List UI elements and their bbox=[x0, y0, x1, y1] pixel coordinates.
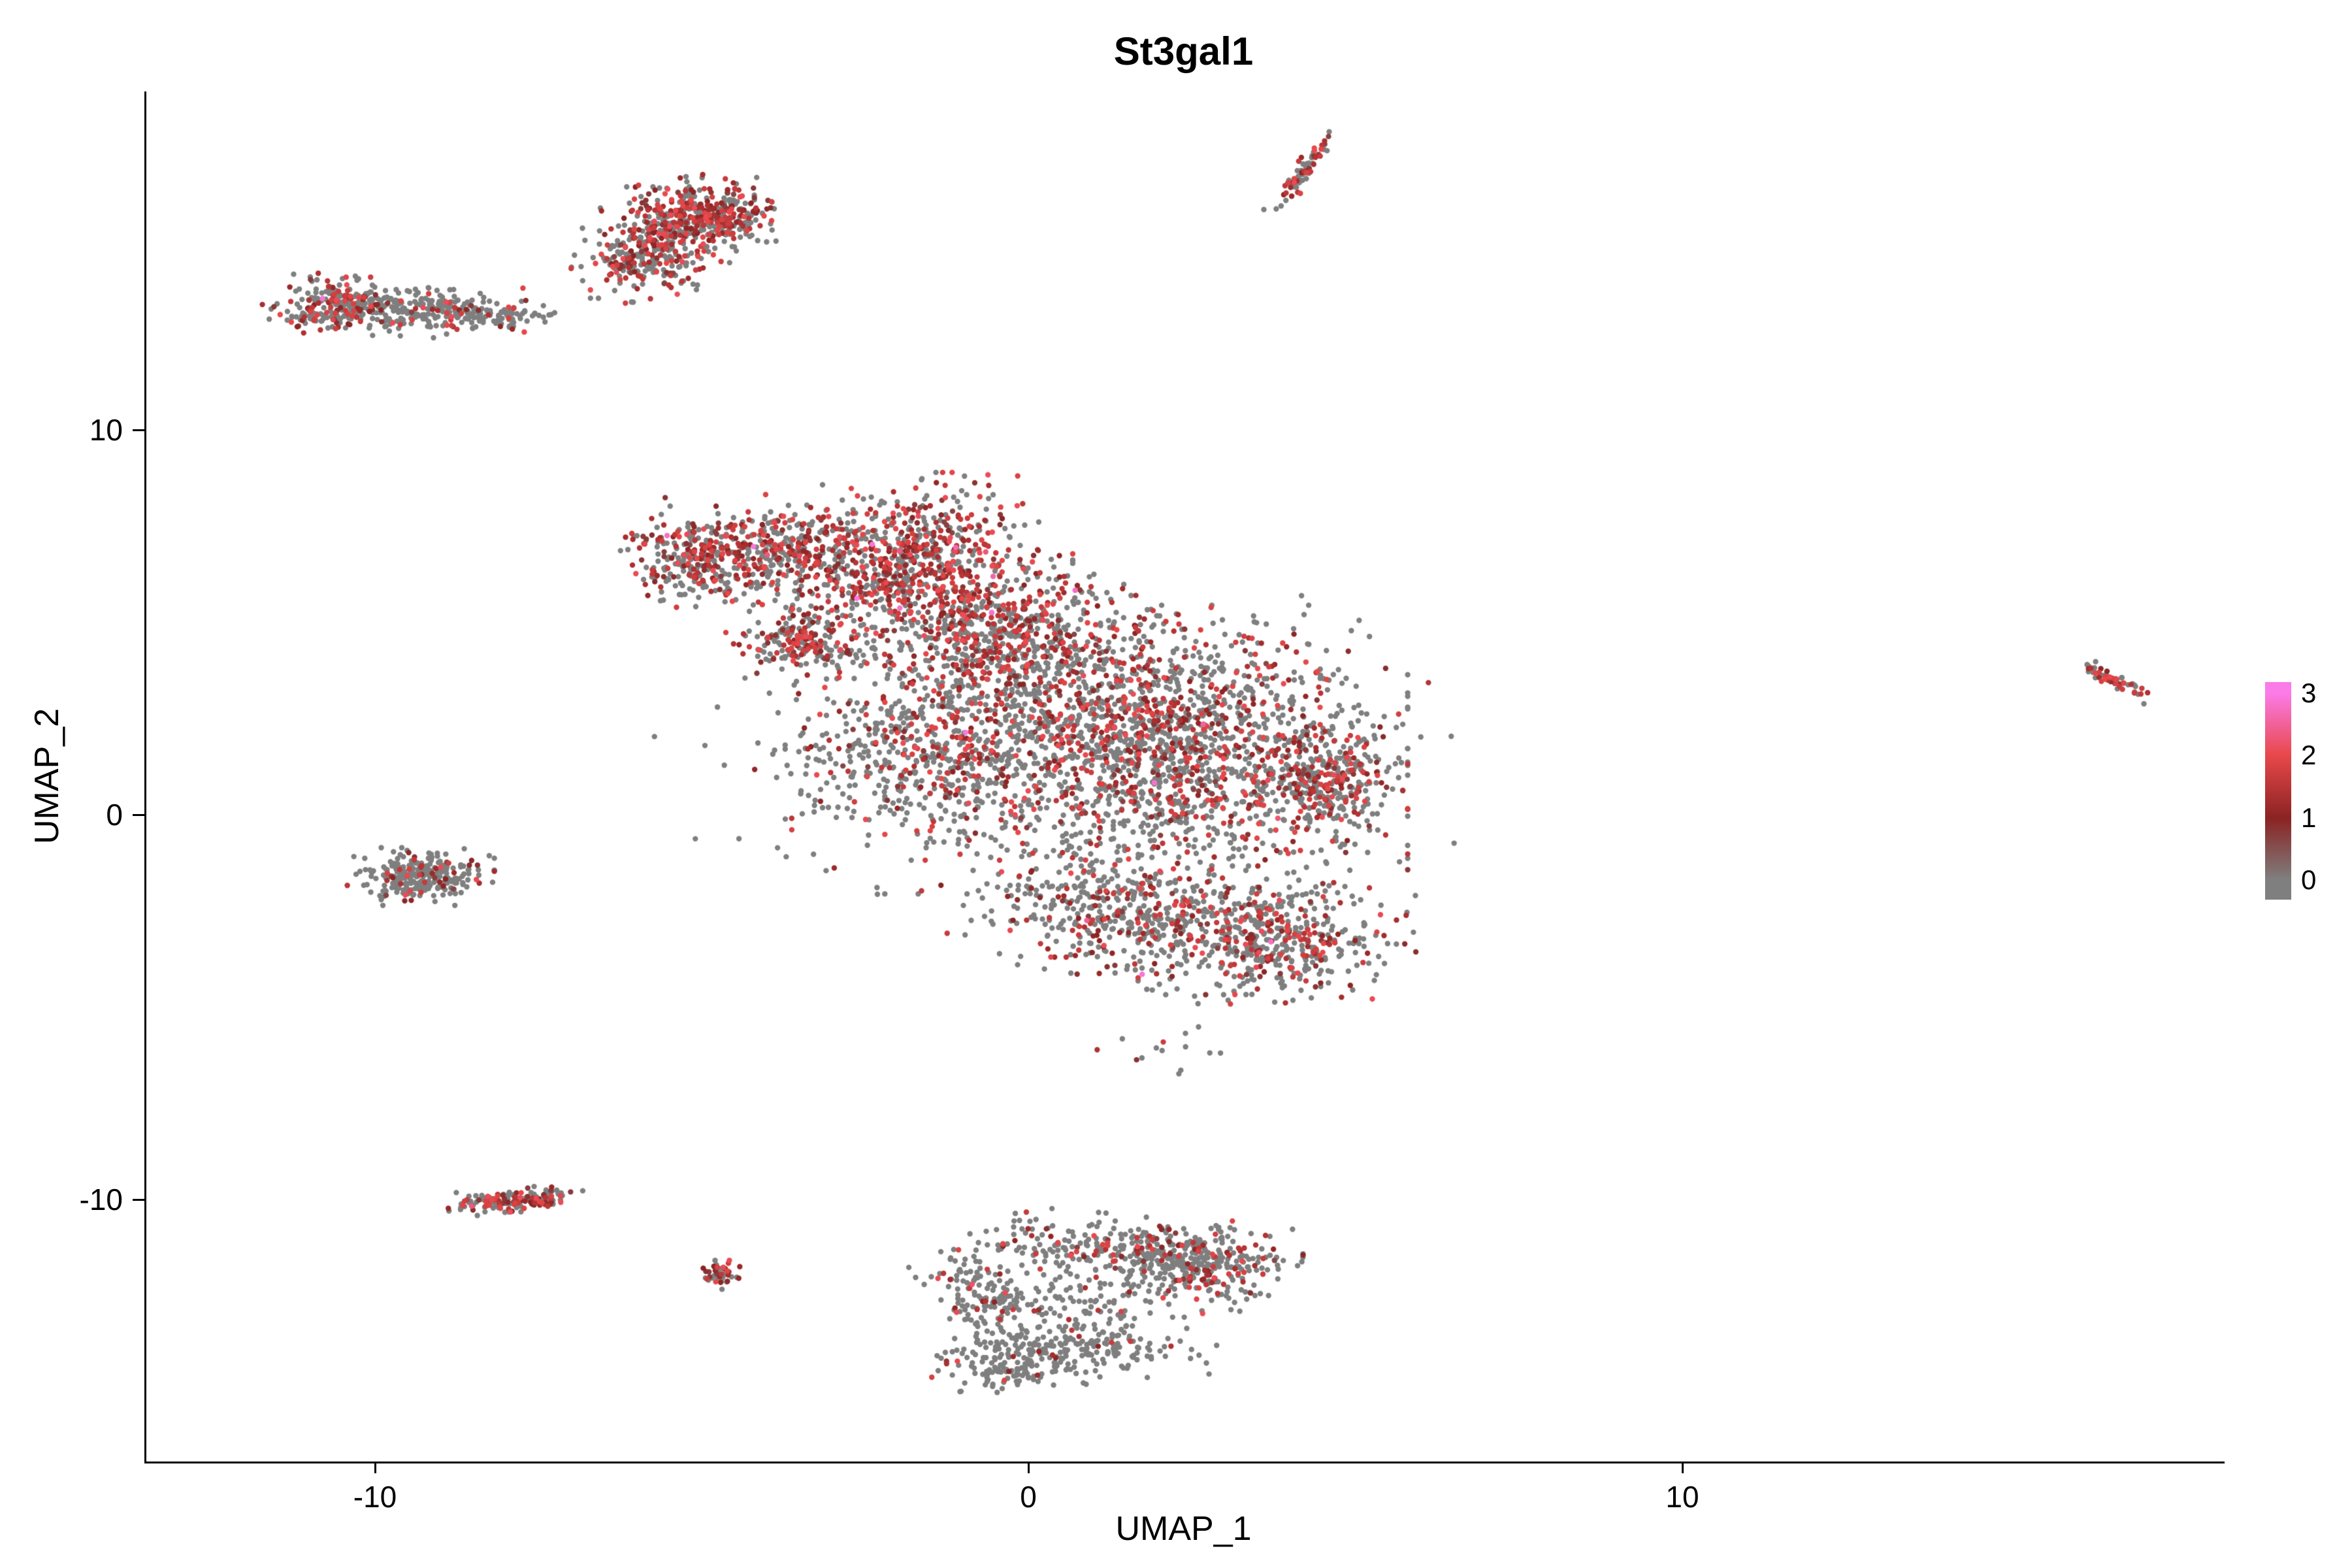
plot-panel: -10 0 10 10 0 -10 bbox=[80, 91, 2225, 1514]
y-tick-mark bbox=[133, 814, 144, 816]
colorbar-labels: 3 2 1 0 bbox=[2301, 678, 2352, 900]
colorbar-tick-label: 2 bbox=[2301, 740, 2317, 770]
colorbar-gradient bbox=[2265, 682, 2291, 900]
y-axis-title: UMAP_2 bbox=[28, 708, 66, 845]
x-tick-mark bbox=[374, 1462, 376, 1473]
x-axis-title: UMAP_1 bbox=[1115, 1510, 1252, 1548]
x-tick-label: 0 bbox=[1020, 1480, 1037, 1514]
colorbar-tick-label: 0 bbox=[2301, 864, 2317, 895]
x-tick-mark bbox=[1682, 1462, 1684, 1473]
y-tick-label: 10 bbox=[89, 413, 123, 447]
y-tick-mark bbox=[133, 1199, 144, 1201]
x-tick-label: -10 bbox=[353, 1480, 397, 1514]
colorbar-tick-label: 3 bbox=[2301, 678, 2317, 708]
y-tick-label: -10 bbox=[79, 1183, 123, 1217]
y-tick-mark bbox=[133, 429, 144, 431]
x-tick-mark bbox=[1028, 1462, 1030, 1473]
colorbar-tick-label: 1 bbox=[2301, 802, 2317, 833]
y-tick-label: 0 bbox=[106, 798, 123, 832]
plot-title: St3gal1 bbox=[1113, 29, 1254, 73]
x-tick-label: 10 bbox=[1665, 1480, 1699, 1514]
umap-scatter-canvas bbox=[146, 91, 2225, 1462]
